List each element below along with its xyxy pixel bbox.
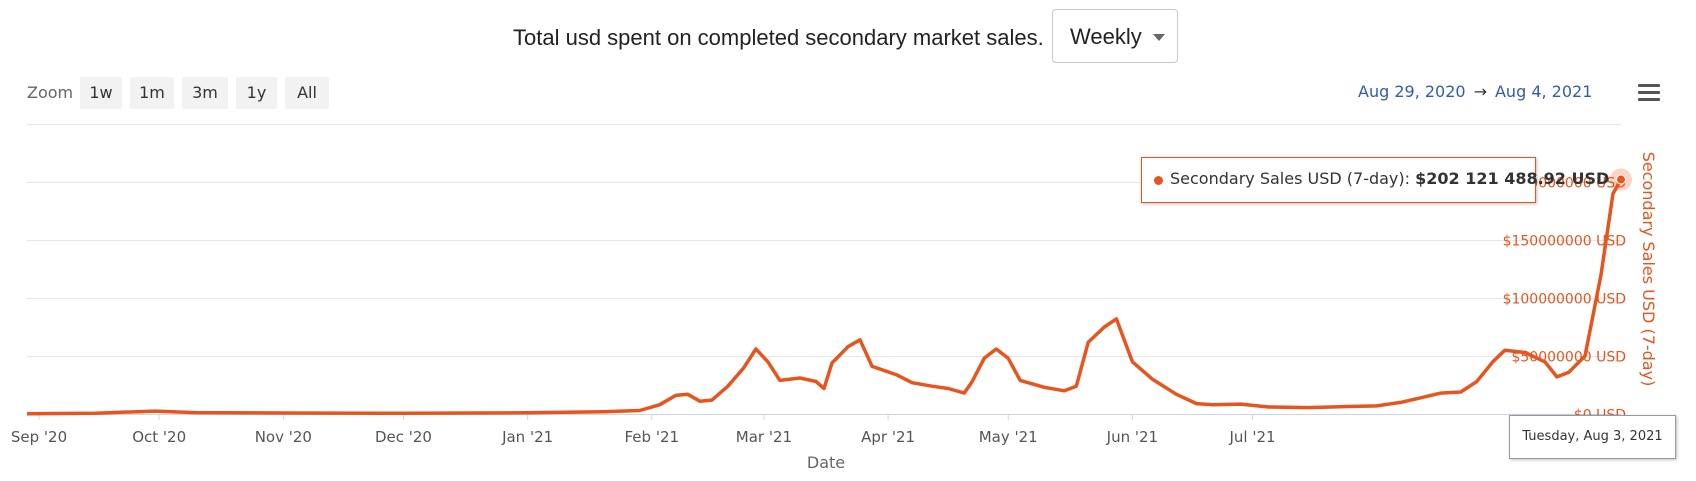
x-tick-label: Mar '21 — [736, 428, 792, 446]
tooltip-value: $202 121 488.92 USD — [1415, 169, 1610, 188]
x-tick-label: Jan '21 — [501, 428, 553, 446]
period-select[interactable]: Weekly — [1052, 9, 1178, 63]
zoom-label: Zoom — [27, 83, 74, 102]
x-axis: Sep '20 Oct '20 Nov '20 Dec '20 Jan '21 Feb '… — [11, 414, 1276, 446]
zoom-button-1m[interactable]: 1m — [130, 77, 174, 109]
chart-header: Total usd spent on completed secondary m… — [0, 9, 1696, 65]
zoom-button-all[interactable]: All — [285, 77, 329, 109]
tooltip-series-name: Secondary Sales USD (7-day) — [1170, 169, 1405, 188]
date-range-to[interactable]: Aug 4, 2021 — [1494, 82, 1593, 101]
series-marker-icon — [1154, 176, 1163, 185]
date-range-from[interactable]: Aug 29, 2020 — [1358, 82, 1466, 101]
zoom-button-3m[interactable]: 3m — [182, 77, 228, 109]
hover-point[interactable] — [1616, 174, 1626, 185]
y-axis: $0 USD$50000000 USD$100000000 USD$150000… — [1503, 176, 1626, 424]
y-axis-title: Secondary Sales USD (7-day) — [1639, 152, 1658, 387]
x-tick-label: Jul '21 — [1228, 428, 1275, 446]
date-tooltip: Tuesday, Aug 3, 2021 — [1509, 415, 1676, 459]
date-range: Aug 29, 2020 → Aug 4, 2021 — [1358, 82, 1592, 101]
y-tick-label: $50000000 USD — [1511, 350, 1626, 366]
x-tick-label: Feb '21 — [625, 428, 680, 446]
chart-title: Total usd spent on completed secondary m… — [513, 25, 1044, 50]
y-tick-label: $100000000 USD — [1503, 292, 1626, 308]
x-tick-label: Apr '21 — [861, 428, 915, 446]
series-tooltip: Secondary Sales USD (7-day): $202 121 48… — [1141, 157, 1609, 203]
y-tick-label: $150000000 USD — [1503, 234, 1626, 250]
x-tick-label: May '21 — [979, 428, 1038, 446]
x-axis-title: Date — [807, 453, 845, 472]
x-tick-label: Jun '21 — [1106, 428, 1158, 446]
zoom-button-1y[interactable]: 1y — [236, 77, 277, 109]
x-tick-label: Sep '20 — [11, 428, 67, 446]
zoom-button-1w[interactable]: 1w — [80, 77, 122, 109]
hamburger-menu-icon[interactable] — [1638, 84, 1660, 102]
period-select-value: Weekly — [1070, 24, 1142, 49]
series-line — [26, 178, 1623, 416]
tooltip-text: Secondary Sales USD (7-day): $202 121 48… — [1170, 169, 1610, 188]
date-range-arrow: → — [1473, 82, 1487, 101]
x-tick-label: Oct '20 — [132, 428, 186, 446]
x-tick-label: Nov '20 — [255, 428, 312, 446]
chevron-down-icon — [1153, 34, 1165, 41]
x-tick-label: Dec '20 — [375, 428, 432, 446]
